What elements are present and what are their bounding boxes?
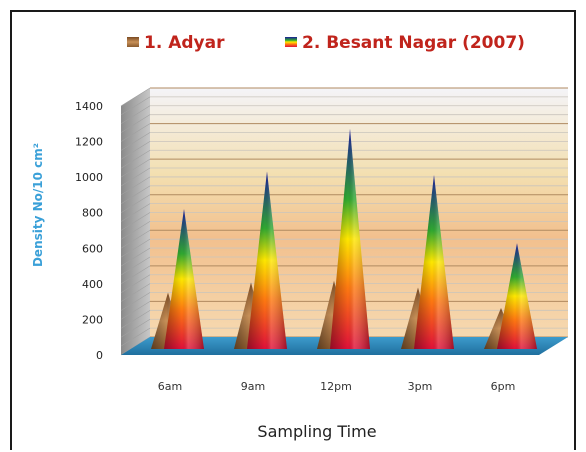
side-gridline: [120, 185, 151, 205]
y-tick-label: 1400: [75, 100, 103, 113]
cone-shading: [497, 243, 537, 349]
y-tick-label: 0: [96, 349, 103, 362]
side-gridline: [120, 158, 151, 178]
legend-swatch-adyar: [127, 37, 139, 47]
y-axis-label: Density No/10 cm²: [31, 143, 45, 267]
side-gridline: [120, 105, 151, 125]
legend: 1. Adyar 2. Besant Nagar (2007): [127, 33, 525, 53]
legend-label-adyar: 1. Adyar: [144, 33, 225, 53]
x-axis: 6am 9am 12pm 3pm 6pm: [158, 380, 516, 393]
y-tick-label: 600: [82, 242, 103, 255]
x-axis-label: Sampling Time: [257, 422, 376, 441]
side-gridline: [120, 274, 151, 294]
cone-shading: [330, 128, 370, 349]
side-gridline: [120, 238, 151, 258]
side-gridline: [120, 310, 151, 329]
side-gridline: [120, 114, 151, 133]
x-tick-label: 6am: [158, 380, 182, 393]
cones: [151, 128, 537, 349]
side-gridline: [120, 292, 151, 311]
side-gridline: [120, 176, 151, 196]
y-tick-label: 200: [82, 313, 103, 326]
x-tick-label: 12pm: [320, 380, 352, 393]
side-gridline: [120, 194, 151, 213]
x-tick-label: 9am: [241, 380, 265, 393]
side-gridline: [120, 149, 151, 169]
side-gridline: [120, 247, 151, 267]
x-tick-label: 6pm: [491, 380, 516, 393]
side-gridline: [120, 256, 151, 276]
side-gridline: [120, 221, 151, 240]
side-gridline: [120, 141, 151, 160]
side-gridline: [120, 265, 151, 285]
legend-swatch-besant-nagar: [285, 37, 297, 47]
side-gridline: [120, 230, 151, 249]
y-tick-label: 1200: [75, 136, 103, 149]
side-gridline: [120, 318, 151, 338]
side-gridline: [120, 123, 151, 142]
y-tick-label: 400: [82, 278, 103, 291]
x-tick-label: 3pm: [408, 380, 433, 393]
side-gridline: [120, 203, 151, 222]
side-gridline: [120, 96, 151, 116]
y-tick-label: 1000: [75, 171, 103, 184]
side-gridline: [120, 212, 151, 231]
cone-shading: [164, 208, 204, 349]
y-axis: 0 200 400 600 800 1000 1200 1400: [75, 100, 103, 362]
side-gridline: [120, 283, 151, 302]
side-gridline: [120, 301, 151, 320]
cone-shading: [414, 174, 454, 349]
y-tick-label: 800: [82, 207, 103, 220]
side-gridline: [120, 87, 151, 107]
side-gridline: [120, 167, 151, 187]
side-gridline: [120, 327, 151, 347]
legend-label-besant-nagar: 2. Besant Nagar (2007): [302, 33, 525, 53]
cone-shading: [247, 171, 287, 349]
side-gridline: [120, 132, 151, 151]
